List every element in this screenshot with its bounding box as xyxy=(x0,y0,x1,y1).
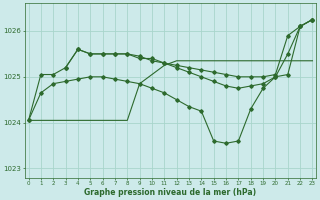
X-axis label: Graphe pression niveau de la mer (hPa): Graphe pression niveau de la mer (hPa) xyxy=(84,188,257,197)
